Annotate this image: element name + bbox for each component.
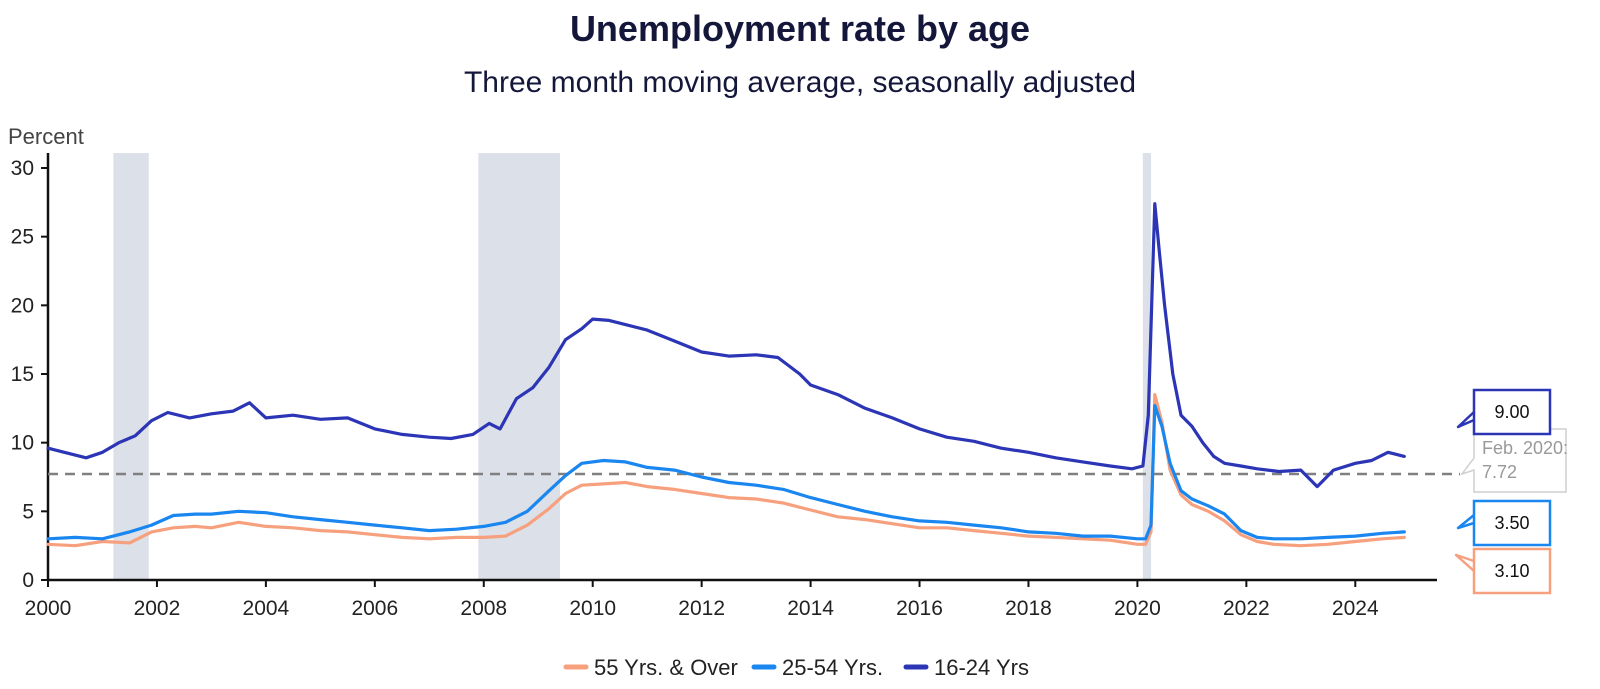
- reference-callout-box: [1459, 428, 1567, 493]
- x-tick-label: 2014: [787, 597, 834, 620]
- reference-label-value: 7.72: [1482, 462, 1517, 482]
- end-label-pointer-0: [1454, 553, 1475, 572]
- series-line-0: [46, 393, 1406, 548]
- series-line-2: [46, 202, 1406, 489]
- callout-layer: 3.10 3.50 9.00: [1454, 388, 1552, 595]
- y-tick-label: 0: [22, 569, 34, 592]
- end-label-pointer-2: [1456, 411, 1475, 429]
- x-tick-label: 2012: [678, 597, 725, 620]
- x-tick-label: 2000: [25, 597, 72, 620]
- end-label-value-1: 3.50: [1494, 513, 1529, 533]
- end-label-box-2: [1472, 388, 1552, 436]
- x-tick-label: 2022: [1223, 597, 1270, 620]
- chart-subtitle: Three month moving average, seasonally a…: [464, 66, 1136, 99]
- y-tick-label: 30: [11, 157, 34, 180]
- y-tick-label: 25: [11, 226, 34, 249]
- x-tick-label: 2024: [1332, 597, 1379, 620]
- x-tick-label: 2018: [1005, 597, 1052, 620]
- x-tick-label: 2008: [460, 597, 507, 620]
- end-label-box-0: [1472, 547, 1552, 595]
- legend: 55 Yrs. & Over 25-54 Yrs. 16-24 Yrs: [563, 655, 1029, 680]
- x-tick-label: 2020: [1114, 597, 1161, 620]
- reference-line-layer: Feb. 2020: 7.72: [48, 428, 1568, 493]
- x-tick-label: 2010: [569, 597, 616, 620]
- end-label-pointer-1: [1456, 514, 1475, 530]
- x-tick-label: 2016: [896, 597, 943, 620]
- chart-title: Unemployment rate by age: [570, 8, 1030, 49]
- legend-label-1: 25-54 Yrs.: [782, 655, 883, 680]
- end-label-value-2: 9.00: [1494, 402, 1529, 422]
- axes-layer: 0 5 10 15 20 25 30 2000 2002 2004 2006 2008 2010 2012…: [11, 153, 1437, 620]
- series-line-1: [46, 404, 1406, 541]
- y-tick-label: 15: [11, 363, 34, 386]
- end-label-value-0: 3.10: [1494, 561, 1529, 581]
- y-tick-label: 5: [22, 500, 34, 523]
- recession-shading-layer: [113, 153, 1152, 580]
- end-label-box-1: [1472, 499, 1552, 547]
- recession-band-2: [1142, 153, 1152, 580]
- legend-label-2: 16-24 Yrs: [934, 655, 1029, 680]
- y-tick-label: 10: [11, 432, 34, 455]
- series-layer: [46, 202, 1406, 548]
- y-tick-label: 20: [11, 294, 34, 317]
- y-axis-unit-label: Percent: [8, 124, 84, 149]
- legend-label-0: 55 Yrs. & Over: [594, 655, 738, 680]
- recession-band-0: [113, 153, 149, 580]
- x-tick-label: 2006: [351, 597, 398, 620]
- x-tick-label: 2004: [243, 597, 290, 620]
- reference-label-date: Feb. 2020:: [1482, 438, 1568, 458]
- x-tick-label: 2002: [134, 597, 181, 620]
